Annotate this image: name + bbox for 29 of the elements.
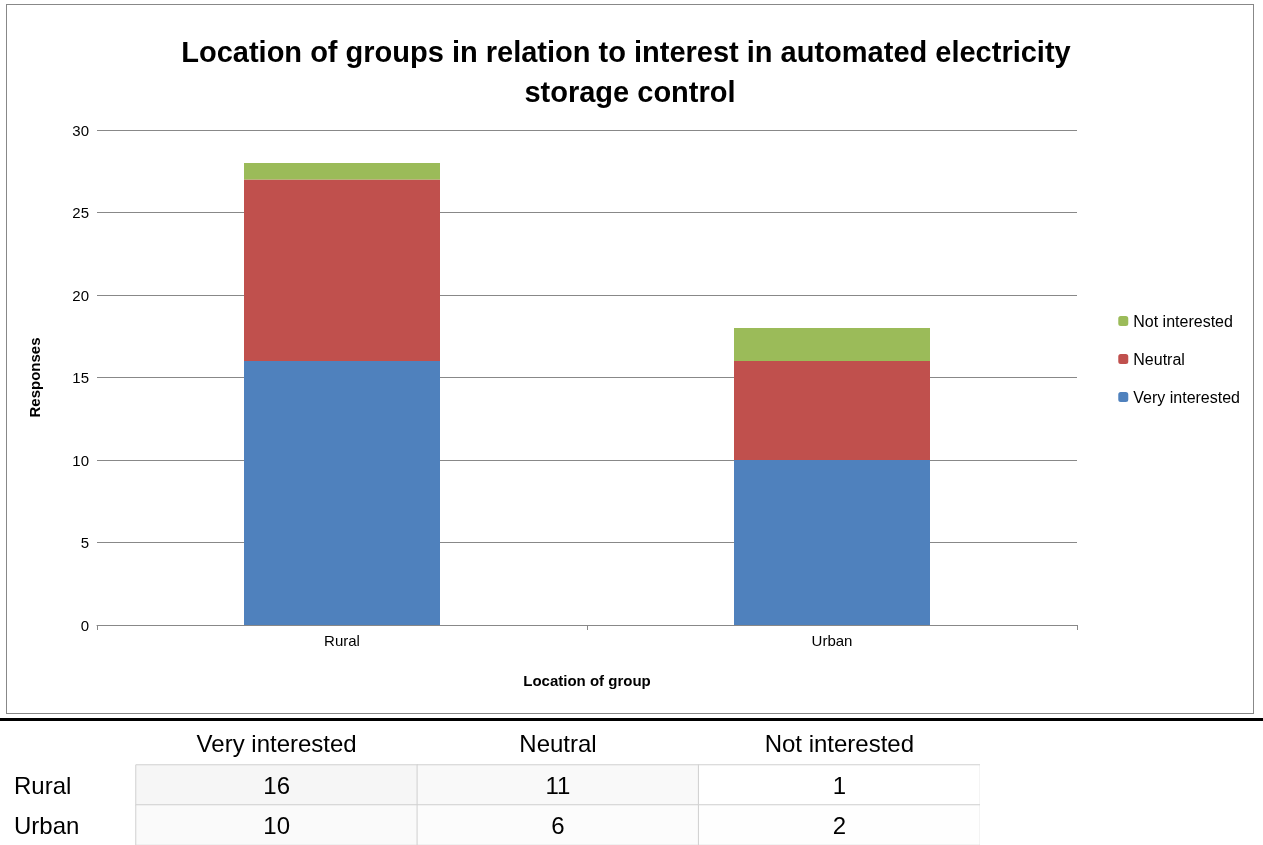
x-tick-label: Neutral [519, 729, 597, 757]
bar [244, 361, 440, 625]
y-tick-label: 10 [72, 451, 89, 469]
y-tick-label: 25 [72, 204, 89, 221]
y-tick-label: 20 [72, 286, 89, 304]
bar [734, 460, 930, 625]
y-tick-label: 15 [72, 369, 89, 386]
data-label: 6 [551, 811, 565, 839]
bar [734, 361, 930, 460]
legend-label: Very interested [1133, 388, 1241, 406]
data-label: 1 [832, 771, 847, 799]
legend-label: Neutral [1133, 350, 1185, 368]
chart-title: Location of groups in relation to interest in automated electricity storage control [181, 36, 1079, 108]
x-tick-label: Very interested [196, 729, 357, 757]
y-tick-label: Urban [14, 811, 80, 839]
bar [244, 163, 440, 180]
x-tick-label: Not interested [764, 729, 915, 757]
y-tick-label: 5 [80, 534, 89, 551]
legend-label: Not interested [1133, 312, 1233, 330]
data-label: 2 [832, 811, 847, 839]
data-label: 16 [263, 771, 291, 799]
y-tick-label: 30 [72, 121, 89, 139]
y-tick-label: 0 [80, 616, 89, 634]
bar [734, 328, 930, 361]
y-axis-title: Responses [26, 337, 43, 418]
bar [244, 179, 440, 361]
data-label: 10 [263, 811, 291, 839]
x-axis-title: Location of group [523, 672, 651, 689]
data-label: 11 [545, 771, 571, 799]
